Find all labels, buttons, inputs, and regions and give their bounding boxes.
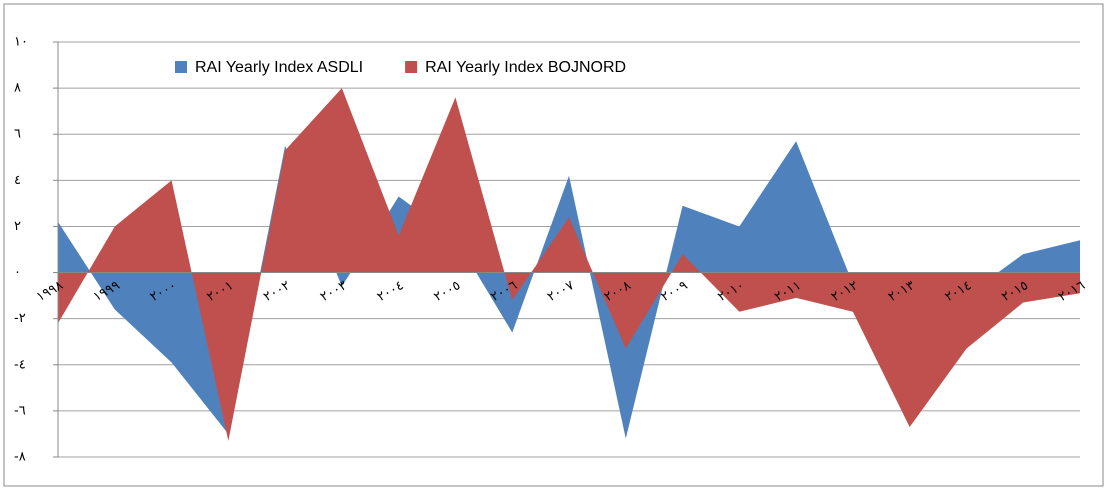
legend-label: RAI Yearly Index BOJNORD xyxy=(425,59,626,76)
y-tick-label: -٢ xyxy=(14,311,26,326)
y-tick-label: ١٠ xyxy=(14,35,28,50)
legend-swatch xyxy=(175,61,187,73)
y-tick-label: ٠ xyxy=(14,265,21,280)
y-tick-label: ٦ xyxy=(14,127,21,142)
legend-label: RAI Yearly Index ASDLI xyxy=(195,59,363,76)
y-tick-label: -٦ xyxy=(14,403,26,418)
area xyxy=(58,141,1080,439)
y-tick-label: -٤ xyxy=(14,357,26,372)
area xyxy=(58,88,1080,441)
legend-swatch xyxy=(405,61,418,73)
y-tick-label: ٨ xyxy=(14,81,21,96)
y-tick-label: -٨ xyxy=(14,450,26,465)
y-tick-label: ٤ xyxy=(14,173,21,188)
y-tick-label: ٢ xyxy=(14,219,21,234)
